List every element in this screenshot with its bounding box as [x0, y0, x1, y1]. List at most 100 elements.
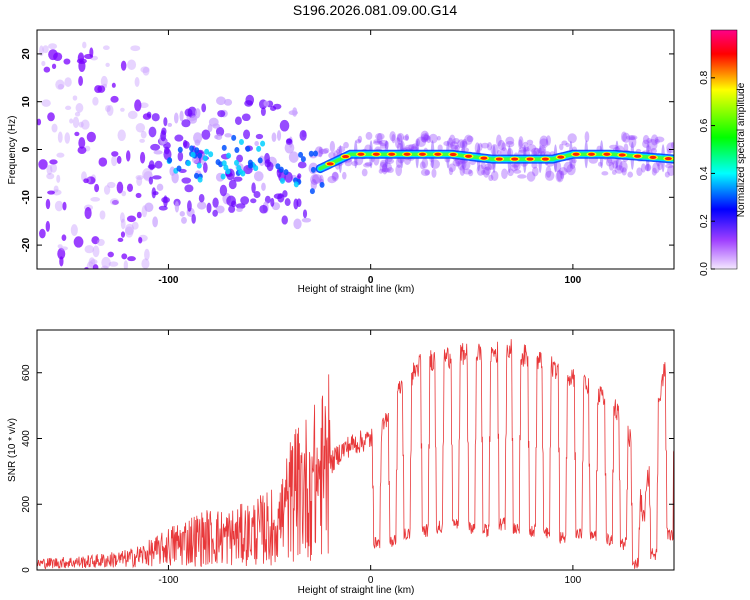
- spectrogram-cell: [253, 165, 259, 172]
- spectrogram-cell: [220, 173, 226, 180]
- spectrogram-cell: [646, 145, 651, 152]
- spectrogram-cell: [288, 151, 299, 163]
- spectrogram-y-tick-label: -10: [21, 190, 32, 205]
- spectrogram-cell: [379, 161, 387, 173]
- spectrogram-cell: [297, 173, 302, 179]
- spectrogram-cell: [297, 161, 307, 169]
- spectrogram-cell: [45, 198, 51, 210]
- spectrogram-cell: [449, 141, 459, 150]
- spectrogram-cell: [57, 131, 63, 143]
- spectrogram-cell: [611, 157, 616, 165]
- spectrogram-cell: [299, 129, 307, 141]
- spectrogram-cell: [384, 140, 389, 150]
- ridge-hotspot: [557, 155, 565, 159]
- spectrogram-x-label: Height of straight line (km): [298, 284, 415, 295]
- spectrogram-cell: [605, 158, 613, 167]
- spectrogram-cell: [72, 116, 80, 128]
- spectrogram-cell: [236, 207, 243, 213]
- spectrogram-cell: [308, 150, 314, 157]
- colorbar-tick-label: 0.0: [699, 262, 710, 276]
- spectrogram-cell: [647, 138, 658, 151]
- spectrogram-cell: [212, 197, 219, 208]
- spectrogram-cell: [403, 135, 409, 141]
- spectrogram-cell: [501, 142, 507, 152]
- spectrogram-cell: [312, 173, 322, 184]
- spectrogram-cell: [622, 132, 631, 143]
- spectrogram-cell: [90, 197, 101, 202]
- spectrogram-cell: [654, 138, 660, 144]
- spectrogram-cell: [212, 209, 218, 217]
- spectrogram-cell: [47, 112, 55, 122]
- spectrogram-cell: [381, 163, 388, 175]
- spectrogram-cell: [202, 162, 208, 173]
- colorbar-tick-label: 0.2: [699, 214, 710, 228]
- spectrogram-cell: [243, 129, 251, 140]
- spectrogram-cell: [48, 49, 58, 61]
- spectrogram-cell: [275, 163, 281, 170]
- spectrogram-cell: [234, 116, 242, 125]
- spectrogram-cell: [343, 141, 349, 149]
- spectrogram-cell: [666, 142, 674, 154]
- spectrogram-cell: [46, 172, 55, 180]
- spectrogram-cell: [319, 181, 325, 188]
- spectrogram-cell: [351, 161, 359, 167]
- spectrogram-cell: [208, 151, 214, 158]
- spectrogram-cell: [226, 152, 232, 159]
- spectrogram-cell: [293, 218, 302, 230]
- spectrogram-cell: [510, 164, 519, 172]
- spectrogram-cell: [271, 132, 277, 142]
- spectrogram-cell: [99, 210, 106, 220]
- spectrogram-cell: [197, 152, 203, 159]
- spectrogram-cell: [139, 102, 149, 109]
- spectrogram-cell: [466, 135, 474, 143]
- spectrogram-cell: [391, 133, 396, 144]
- spectrogram-cell: [76, 58, 87, 64]
- ridge-hotspot: [326, 162, 334, 166]
- spectrogram-cell: [415, 138, 420, 147]
- spectrogram-cell: [215, 205, 225, 214]
- spectrogram-cell: [174, 201, 180, 213]
- colorbar-label: Normalized spectral amplitude: [736, 82, 747, 217]
- spectrogram-cell: [83, 53, 94, 59]
- spectrogram-cell: [92, 96, 99, 106]
- spectrogram-y-tick-label: 10: [21, 96, 32, 108]
- snr-plot-area: [37, 330, 674, 570]
- spectrogram-cell: [234, 146, 240, 153]
- spectrogram-cell: [381, 167, 390, 173]
- spectrogram-cell: [247, 159, 253, 166]
- spectrogram-cell: [51, 189, 62, 196]
- spectrogram-cell: [480, 161, 486, 170]
- ridge-hotspot: [449, 152, 457, 157]
- spectrogram-cell: [250, 198, 257, 204]
- spectrogram-cell: [612, 160, 618, 169]
- spectrogram-cell: [281, 215, 288, 225]
- spectrogram-cell: [484, 163, 492, 171]
- spectrogram-cell: [652, 162, 660, 174]
- spectrogram-cell: [219, 184, 228, 197]
- spectrogram-cell: [476, 164, 485, 176]
- spectrogram-cell: [117, 237, 124, 243]
- ridge-hotspot: [603, 152, 611, 156]
- spectrogram-cell: [251, 182, 256, 194]
- spectrogram-cell: [224, 133, 232, 138]
- spectrogram-cell: [193, 172, 199, 179]
- spectrogram-cell: [121, 190, 127, 197]
- spectrogram-cell: [261, 182, 266, 191]
- snr-y-tick-label: 0: [21, 567, 32, 573]
- spectrogram-cell: [140, 66, 150, 74]
- spectrogram-cell: [342, 171, 347, 180]
- ridge-hotspot: [342, 154, 350, 159]
- spectrogram-cell: [92, 245, 100, 258]
- spectrogram-cell: [437, 144, 443, 152]
- spectrogram-cell: [117, 129, 126, 142]
- spectrogram-cell: [135, 175, 144, 180]
- spectrogram-cell: [140, 130, 147, 139]
- spectrogram-cell: [522, 141, 529, 152]
- spectrogram-cell: [109, 198, 120, 206]
- spectrogram-cell: [300, 156, 306, 163]
- spectrogram-cell: [608, 161, 615, 171]
- spectrogram-cell: [323, 147, 330, 154]
- spectrogram-cell: [120, 231, 126, 238]
- spectrogram-cell: [70, 224, 78, 236]
- spectrogram-cell: [566, 163, 576, 176]
